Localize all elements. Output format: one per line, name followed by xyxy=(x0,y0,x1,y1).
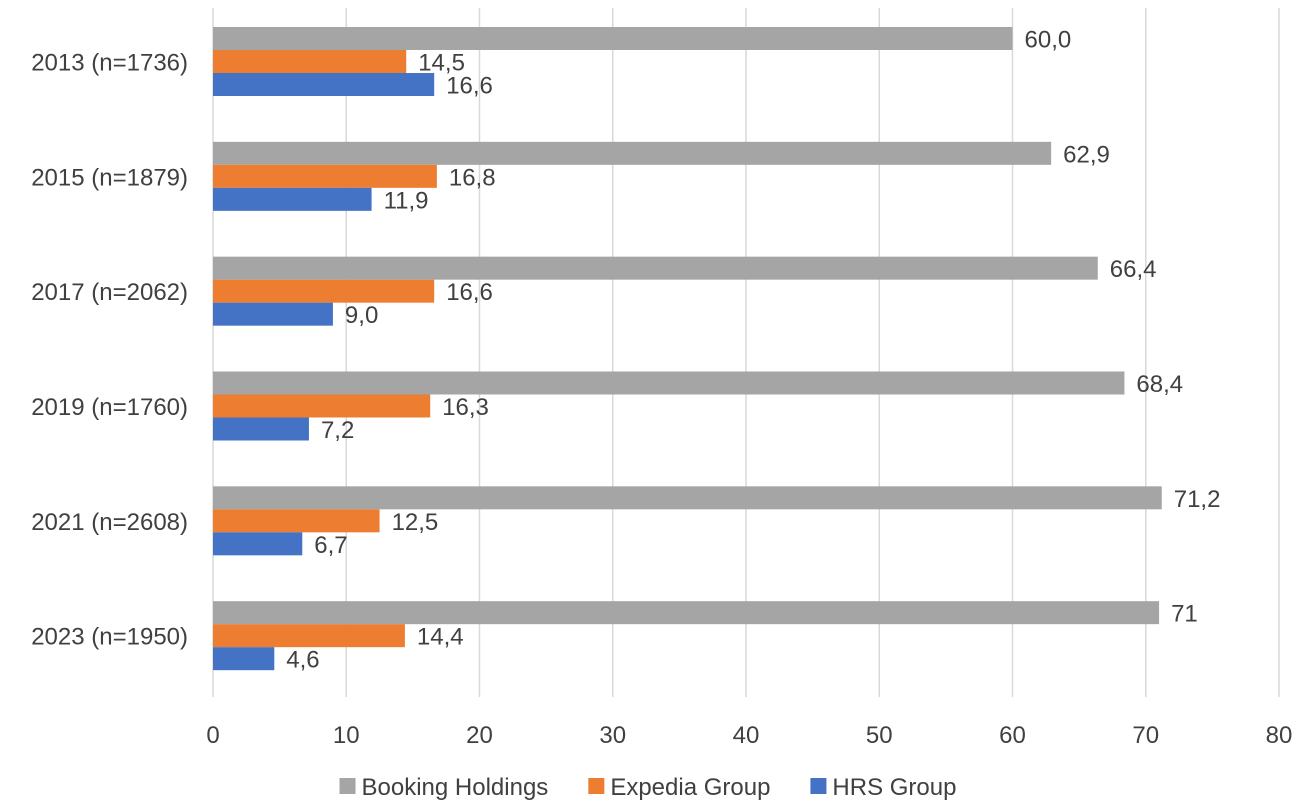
legend: Booking Holdings Expedia Group HRS Group xyxy=(339,774,956,801)
data-label-expedia-group-0: 14,5 xyxy=(418,50,465,77)
data-label-expedia-group-5: 14,4 xyxy=(417,624,464,651)
data-label-hrs-group-0: 16,6 xyxy=(446,73,493,100)
data-labels: 60,014,516,662,916,811,966,416,69,068,41… xyxy=(286,27,1220,674)
category-label-5: 2023 (n=1950) xyxy=(31,624,188,651)
data-label-hrs-group-4: 6,7 xyxy=(314,532,347,559)
bar-expedia-group-5 xyxy=(213,624,405,648)
bar-hrs-group-5 xyxy=(213,647,275,671)
data-label-booking-holdings-0: 60,0 xyxy=(1025,27,1072,54)
bar-expedia-group-1 xyxy=(213,164,437,188)
bars xyxy=(213,27,1162,671)
data-label-booking-holdings-5: 71 xyxy=(1171,601,1198,628)
bar-booking-holdings-4 xyxy=(213,486,1162,510)
data-label-booking-holdings-1: 62,9 xyxy=(1063,141,1110,168)
bar-booking-holdings-0 xyxy=(213,27,1013,50)
bar-booking-holdings-3 xyxy=(213,371,1125,395)
data-label-booking-holdings-4: 71,2 xyxy=(1174,486,1221,513)
legend-label-booking-holdings: Booking Holdings xyxy=(362,774,549,801)
bar-hrs-group-2 xyxy=(213,302,333,326)
data-label-hrs-group-1: 11,9 xyxy=(384,187,429,214)
legend-swatch-hrs-group xyxy=(810,778,827,794)
bar-booking-holdings-1 xyxy=(213,141,1052,165)
bar-booking-holdings-5 xyxy=(213,601,1160,625)
category-label-4: 2021 (n=2608) xyxy=(31,509,188,536)
category-labels: 2013 (n=1736) 2015 (n=1879) 2017 (n=2062) 2… xyxy=(31,50,188,651)
data-label-booking-holdings-2: 66,4 xyxy=(1110,256,1157,283)
category-label-0: 2013 (n=1736) xyxy=(31,50,188,77)
data-label-expedia-group-1: 16,8 xyxy=(449,164,496,191)
bar-hrs-group-1 xyxy=(213,187,372,211)
x-tick-label-10: 10 xyxy=(333,722,360,749)
category-label-1: 2015 (n=1879) xyxy=(31,164,188,191)
category-label-2: 2017 (n=2062) xyxy=(31,279,188,306)
legend-swatch-booking-holdings xyxy=(339,778,356,794)
bar-hrs-group-0 xyxy=(213,73,435,96)
bar-hrs-group-3 xyxy=(213,417,309,441)
data-label-hrs-group-3: 7,2 xyxy=(321,417,354,444)
x-tick-label-20: 20 xyxy=(466,722,493,749)
bar-booking-holdings-2 xyxy=(213,256,1098,280)
data-label-expedia-group-4: 12,5 xyxy=(392,509,439,536)
bar-hrs-group-4 xyxy=(213,532,303,556)
data-label-expedia-group-3: 16,3 xyxy=(442,394,489,421)
bar-expedia-group-3 xyxy=(213,394,431,418)
category-label-3: 2019 (n=1760) xyxy=(31,394,188,421)
x-tick-labels: 0 10 20 30 40 50 60 70 80 xyxy=(206,722,1292,749)
data-label-booking-holdings-3: 68,4 xyxy=(1136,371,1183,398)
legend-label-hrs-group: HRS Group xyxy=(832,774,956,801)
gridlines xyxy=(212,8,1280,697)
x-tick-label-50: 50 xyxy=(866,722,893,749)
x-tick-label-0: 0 xyxy=(206,722,219,749)
x-tick-label-70: 70 xyxy=(1132,722,1159,749)
data-label-hrs-group-2: 9,0 xyxy=(345,302,378,329)
x-tick-label-60: 60 xyxy=(999,722,1026,749)
legend-swatch-expedia-group xyxy=(588,778,605,794)
x-tick-label-80: 80 xyxy=(1266,722,1293,749)
data-label-hrs-group-5: 4,6 xyxy=(286,647,319,674)
x-tick-label-30: 30 xyxy=(599,722,626,749)
bar-expedia-group-2 xyxy=(213,279,435,303)
bar-expedia-group-0 xyxy=(213,50,407,73)
legend-label-expedia-group: Expedia Group xyxy=(610,774,770,801)
x-tick-label-40: 40 xyxy=(733,722,760,749)
bar-expedia-group-4 xyxy=(213,509,380,533)
data-label-expedia-group-2: 16,6 xyxy=(446,279,493,306)
